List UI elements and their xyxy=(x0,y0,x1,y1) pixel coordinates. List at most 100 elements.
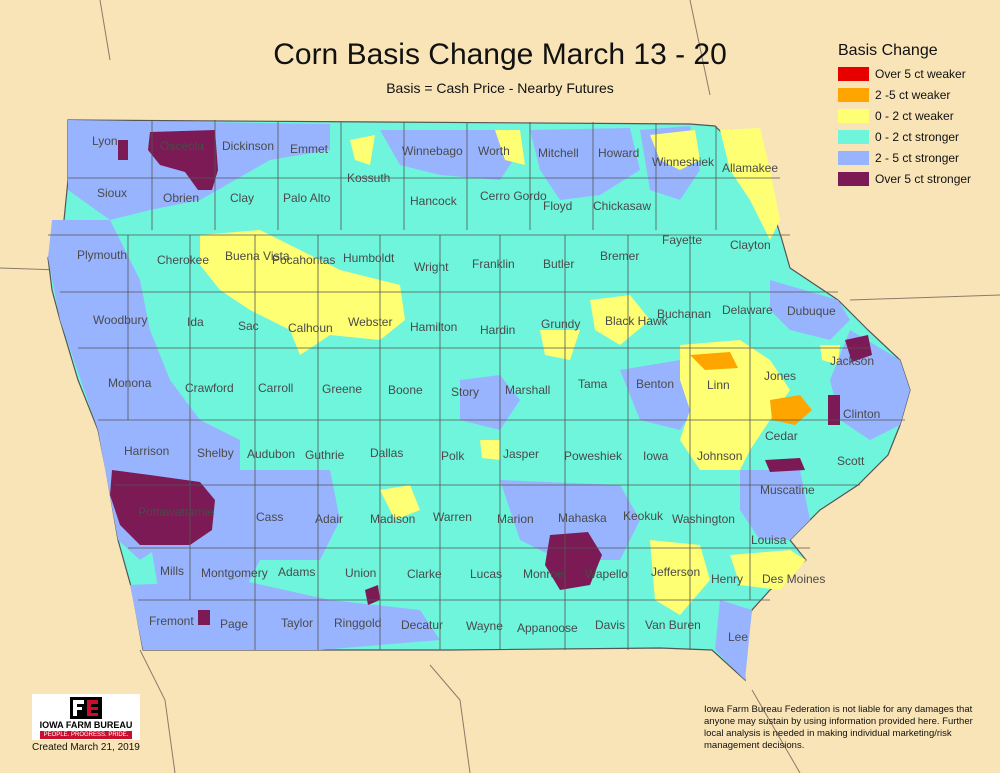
county-label: Dubuque xyxy=(787,304,836,318)
county-label: Greene xyxy=(322,382,362,396)
legend-title: Basis Change xyxy=(838,42,938,59)
county-label: Clinton xyxy=(843,407,880,421)
county-label: Osceola xyxy=(160,139,204,153)
county-label: Marion xyxy=(497,512,534,526)
county-label: Page xyxy=(220,617,248,631)
map-title: Corn Basis Change March 13 - 20 xyxy=(273,38,727,71)
county-label: Johnson xyxy=(697,449,742,463)
county-label: Grundy xyxy=(541,317,580,331)
legend-swatch xyxy=(838,150,869,165)
county-label: Crawford xyxy=(185,381,234,395)
county-label: Adair xyxy=(315,512,343,526)
county-label: Fayette xyxy=(662,233,702,247)
county-label: Story xyxy=(451,385,479,399)
legend-label: 0 - 2 ct weaker xyxy=(875,108,954,123)
county-label: Ringgold xyxy=(334,616,381,630)
county-label: Pottawattamie xyxy=(138,505,214,519)
county-label: Winneshiek xyxy=(652,155,715,169)
county-label: Monona xyxy=(108,376,152,390)
legend-label: 2 -5 ct weaker xyxy=(875,87,951,102)
county-label: Wayne xyxy=(466,619,503,633)
county-label: Lee xyxy=(728,630,748,644)
farm-bureau-logo: IOWA FARM BUREAU PEOPLE. PROGRESS. PRIDE… xyxy=(32,694,140,740)
created-date: Created March 21, 2019 xyxy=(32,742,140,753)
county-label: Ida xyxy=(187,315,204,329)
legend-swatch xyxy=(838,66,869,81)
county-label: Carroll xyxy=(258,381,293,395)
county-label: Decatur xyxy=(401,618,443,632)
county-label: Henry xyxy=(711,572,743,586)
logo-tagline: PEOPLE. PROGRESS. PRIDE. xyxy=(40,731,132,739)
county-label: Worth xyxy=(478,144,510,158)
county-label: Hamilton xyxy=(410,320,457,334)
county-label: Mahaska xyxy=(558,511,607,525)
county-label: Jones xyxy=(764,369,796,383)
legend-label: 2 - 5 ct stronger xyxy=(875,150,960,165)
county-label: Jefferson xyxy=(651,565,700,579)
county-label: Marshall xyxy=(505,383,550,397)
county-label: Bremer xyxy=(600,249,639,263)
legend-label: 0 - 2 ct stronger xyxy=(875,129,960,144)
county-label: Montgomery xyxy=(201,566,268,580)
county-label: Mills xyxy=(160,564,184,578)
legend-item: 2 - 5 ct stronger xyxy=(838,147,988,168)
county-label: Allamakee xyxy=(722,161,778,175)
county-label: Obrien xyxy=(163,191,199,205)
county-labels: Lyon Osceola Dickinson Emmet Winnebago W… xyxy=(77,134,880,644)
county-label: Clarke xyxy=(407,567,442,581)
county-label: Boone xyxy=(388,383,423,397)
map-subtitle: Basis = Cash Price - Nearby Futures xyxy=(386,80,614,96)
county-label: Dallas xyxy=(370,446,403,460)
county-label: Wright xyxy=(414,260,449,274)
county-label: Louisa xyxy=(751,533,787,547)
county-label: Pocahontas xyxy=(272,253,335,267)
county-label: Clayton xyxy=(730,238,771,252)
county-label: Jasper xyxy=(503,447,539,461)
county-label: Taylor xyxy=(281,616,313,630)
legend: Basis Change Over 5 ct weaker 2 -5 ct we… xyxy=(838,42,988,189)
county-label: Cass xyxy=(256,510,283,524)
county-label: Cedar xyxy=(765,429,798,443)
county-label: Wapello xyxy=(585,567,628,581)
legend-item: Over 5 ct weaker xyxy=(838,63,988,84)
county-label: Calhoun xyxy=(288,321,333,335)
county-label: Clay xyxy=(230,191,254,205)
county-label: Washington xyxy=(672,512,735,526)
county-label: Sac xyxy=(238,319,259,333)
county-label: Mitchell xyxy=(538,146,579,160)
county-label: Davis xyxy=(595,618,625,632)
county-label: Floyd xyxy=(543,199,572,213)
county-label: Van Buren xyxy=(645,618,701,632)
county-label: Buchanan xyxy=(657,307,711,321)
county-label: Dickinson xyxy=(222,139,274,153)
county-label: Poweshiek xyxy=(564,449,623,463)
county-label: Keokuk xyxy=(623,509,664,523)
county-label: Palo Alto xyxy=(283,191,331,205)
county-label: Muscatine xyxy=(760,483,815,497)
county-label: Hardin xyxy=(480,323,515,337)
legend-item: 0 - 2 ct weaker xyxy=(838,105,988,126)
disclaimer: Iowa Farm Bureau Federation is not liabl… xyxy=(704,704,973,751)
county-label: Emmet xyxy=(290,142,329,156)
county-label: Adams xyxy=(278,565,315,579)
county-label: Polk xyxy=(441,449,465,463)
logo-name: IOWA FARM BUREAU xyxy=(39,720,133,730)
county-label: Guthrie xyxy=(305,448,345,462)
legend-swatch xyxy=(838,87,869,102)
county-label: Hancock xyxy=(410,194,458,208)
legend-item: 2 -5 ct weaker xyxy=(838,84,988,105)
county-label: Monroe xyxy=(523,567,564,581)
legend-label: Over 5 ct weaker xyxy=(875,66,966,81)
county-boundaries xyxy=(48,120,905,650)
county-label: Franklin xyxy=(472,257,515,271)
county-label: Benton xyxy=(636,377,674,391)
county-label: Kossuth xyxy=(347,171,390,185)
county-label: Lyon xyxy=(92,134,118,148)
legend-item: Over 5 ct stronger xyxy=(838,168,988,189)
legend-swatch xyxy=(838,171,869,186)
county-label: Des Moines xyxy=(762,572,825,586)
county-label: Harrison xyxy=(124,444,169,458)
legend-swatch xyxy=(838,108,869,123)
weaker-2-5-regions xyxy=(690,352,812,425)
